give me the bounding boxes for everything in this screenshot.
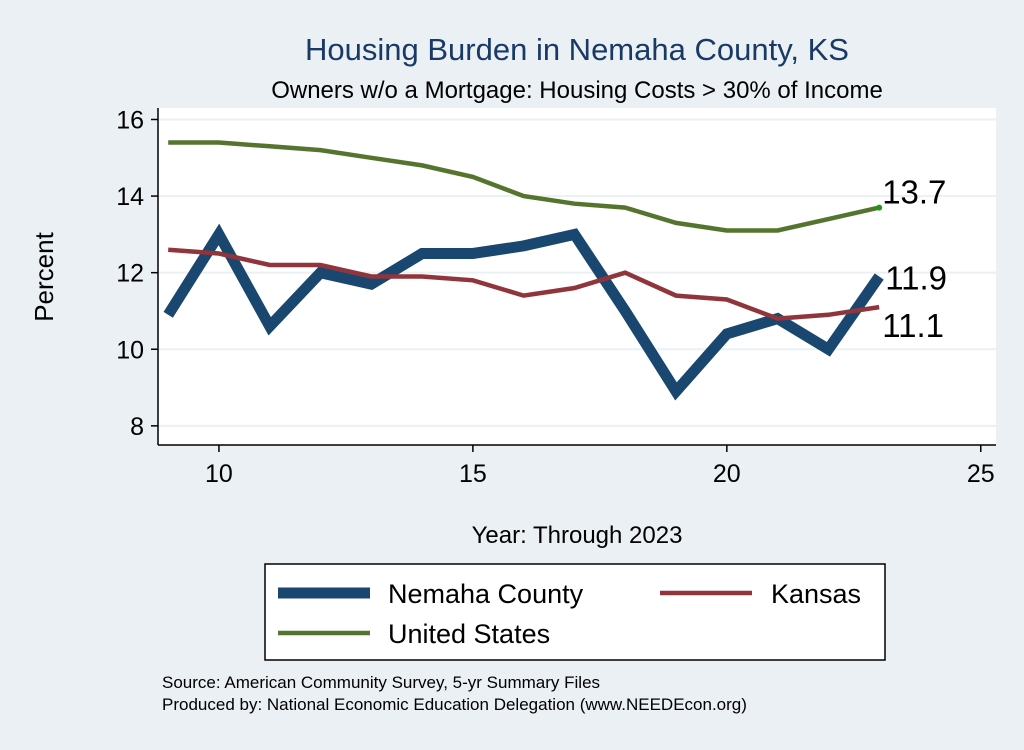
end-labels: 11.9 11.1 13.7 bbox=[882, 174, 947, 345]
legend-box bbox=[264, 563, 886, 661]
legend-label-united-states: United States bbox=[388, 619, 550, 649]
legend-label-kansas: Kansas bbox=[771, 579, 861, 609]
gridlines bbox=[158, 118, 996, 427]
series-line-united-states bbox=[168, 140, 880, 233]
axes: 8 10 12 14 16 10 15 20 25 bbox=[116, 106, 996, 488]
x-tick-label-20: 20 bbox=[713, 460, 741, 488]
y-tick-label-14: 14 bbox=[116, 183, 144, 211]
legend: Nemaha County Kansas United States bbox=[264, 563, 886, 661]
y-tick-label-12: 12 bbox=[116, 260, 144, 288]
x-tick-label-15: 15 bbox=[459, 460, 487, 488]
y-tick-label-16: 16 bbox=[116, 106, 144, 134]
end-label-united-states: 13.7 bbox=[882, 174, 946, 211]
y-tick-label-8: 8 bbox=[130, 413, 144, 441]
x-tick-label-25: 25 bbox=[967, 460, 995, 488]
producer-note: Produced by: National Economic Education… bbox=[162, 695, 747, 714]
end-label-kansas: 11.1 bbox=[882, 307, 944, 344]
y-tick-label-10: 10 bbox=[116, 336, 144, 364]
series-line-nemaha-county bbox=[163, 223, 884, 401]
y-axis-label: Percent bbox=[29, 231, 59, 321]
end-label-nemaha-county: 11.9 bbox=[885, 260, 947, 297]
series-line-kansas bbox=[168, 247, 880, 321]
source-note: Source: American Community Survey, 5-yr … bbox=[162, 673, 600, 692]
x-tick-label-10: 10 bbox=[205, 460, 233, 488]
x-axis-label: Year: Through 2023 bbox=[472, 522, 683, 549]
legend-label-nemaha-county: Nemaha County bbox=[388, 579, 584, 609]
series-lines bbox=[163, 140, 884, 401]
chart-subtitle: Owners w/o a Mortgage: Housing Costs > 3… bbox=[271, 77, 883, 104]
plot-area bbox=[158, 108, 996, 445]
chart-title: Housing Burden in Nemaha County, KS bbox=[305, 32, 849, 67]
series-end-marker-united-states bbox=[876, 204, 883, 211]
